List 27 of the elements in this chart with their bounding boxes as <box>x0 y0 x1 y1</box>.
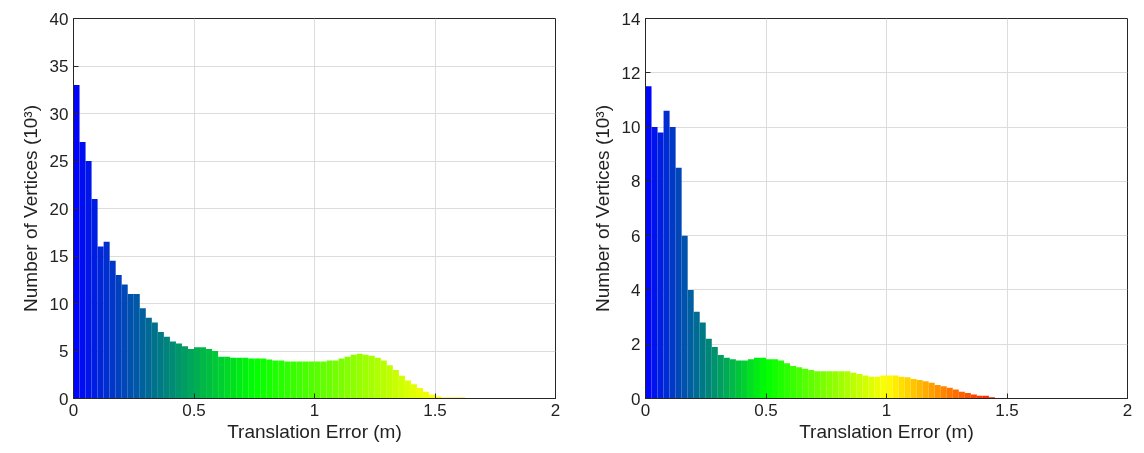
x-tick-label: 0.5 <box>754 400 778 420</box>
y-tick-label: 2 <box>631 335 641 355</box>
y-tick-label: 25 <box>49 152 69 171</box>
x-tick-label: 1 <box>881 400 892 420</box>
y-tick-label: 20 <box>49 199 69 219</box>
y-tick-label: 10 <box>49 294 69 314</box>
y-tick-label: 12 <box>621 63 641 83</box>
x-tick-label: 1 <box>309 400 320 420</box>
y-tick-label: 5 <box>59 342 69 361</box>
y-tick-label: 15 <box>49 247 69 266</box>
x-axis-title: Translation Error (m) <box>799 420 974 442</box>
y-tick-label: 40 <box>49 9 69 29</box>
y-tick-label: 8 <box>631 172 641 192</box>
x-tick-label: 2 <box>550 400 561 420</box>
x-tick-label: 2 <box>1122 400 1133 420</box>
x-tick-label: 1.5 <box>995 400 1019 420</box>
x-axis-title: Translation Error (m) <box>227 420 402 442</box>
y-tick-label: 14 <box>621 9 641 29</box>
x-tick-label: 0.5 <box>182 400 206 420</box>
y-axis-title: Number of Vertices (10³) <box>19 105 41 312</box>
y-tick-label: 4 <box>631 280 641 300</box>
x-tick-label: 1.5 <box>423 400 447 420</box>
y-tick-label: 10 <box>621 118 641 138</box>
y-tick-label: 35 <box>49 57 69 76</box>
y-axis-title: Number of Vertices (10³) <box>591 105 613 312</box>
y-tick-label: 6 <box>631 226 641 246</box>
y-tick-label: 30 <box>49 104 69 124</box>
